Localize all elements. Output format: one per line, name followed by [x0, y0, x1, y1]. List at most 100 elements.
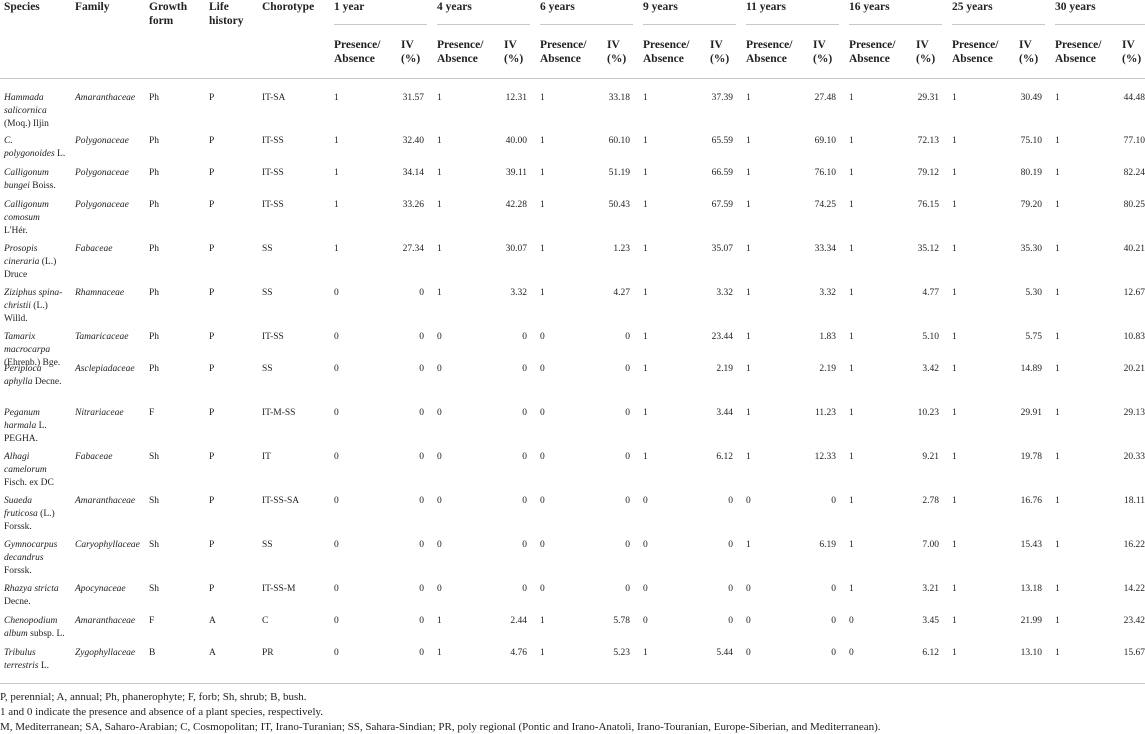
cell-iv: 0: [625, 408, 630, 418]
cell-presence: 1: [1055, 584, 1060, 594]
header-iv-percent: IV (%): [916, 39, 936, 65]
cell-iv: 14.22: [1123, 584, 1145, 594]
cell-growth-form: Ph: [149, 364, 160, 374]
header-period: 30 years: [1055, 1, 1096, 13]
cell-presence: 1: [643, 648, 648, 658]
cell-iv: 3.42: [922, 364, 939, 374]
cell-iv: 0: [625, 584, 630, 594]
cell-iv: 5.10: [922, 332, 939, 342]
cell-iv: 0: [522, 332, 527, 342]
cell-iv: 19.78: [1020, 452, 1042, 462]
cell-iv: 33.34: [814, 244, 836, 254]
cell-iv: 80.25: [1123, 200, 1145, 210]
cell-iv: 77.10: [1123, 136, 1145, 146]
cell-iv: 39.11: [505, 168, 527, 178]
cell-growth-form: Ph: [149, 332, 160, 342]
cell-iv: 37.39: [711, 93, 733, 103]
table-row: Periploca aphylla Decne. Asclepiadaceae Ph P…: [0, 363, 1145, 395]
cell-presence: 1: [1055, 540, 1060, 550]
cell-iv: 51.19: [608, 168, 630, 178]
cell-presence: 1: [1055, 200, 1060, 210]
cell-growth-form: Sh: [149, 496, 160, 506]
cell-presence: 1: [643, 200, 648, 210]
cell-life-history: P: [209, 452, 215, 462]
header-group-rule: [746, 24, 839, 25]
cell-presence: 0: [540, 408, 545, 418]
header-life-history: Life history: [209, 1, 244, 27]
header-iv-percent: IV (%): [813, 39, 833, 65]
cell-iv: 65.59: [711, 136, 733, 146]
cell-presence: 0: [334, 332, 339, 342]
cell-iv: 20.33: [1123, 452, 1145, 462]
cell-species: Tribulus terrestris L.: [4, 648, 50, 671]
cell-presence: 1: [437, 93, 442, 103]
table-row: Tamarix macrocarpa (Ehrenb.) Bge. Tamaricac…: [0, 331, 1145, 368]
cell-life-history: P: [209, 200, 215, 210]
cell-family: Fabaceae: [75, 244, 113, 254]
cell-iv: 1.83: [819, 332, 836, 342]
cell-presence: 1: [952, 288, 957, 298]
cell-presence: 1: [849, 496, 854, 506]
cell-family: Apocynaceae: [75, 584, 126, 594]
cell-presence: 1: [334, 244, 339, 254]
cell-life-history: P: [209, 288, 215, 298]
cell-presence: 1: [1055, 496, 1060, 506]
cell-family: Amaranthaceae: [75, 93, 136, 103]
cell-species: Calligonum bungei Boiss.: [4, 168, 56, 191]
cell-iv: 0: [419, 408, 424, 418]
cell-family: Nitrariaceae: [75, 408, 124, 418]
footnote-abbreviations: P, perennial; A, annual; Ph, phanerophyt…: [0, 691, 307, 703]
cell-iv: 10.83: [1123, 332, 1145, 342]
cell-presence: 1: [1055, 408, 1060, 418]
cell-presence: 1: [746, 244, 751, 254]
cell-iv: 35.12: [917, 244, 939, 254]
cell-iv: 15.43: [1020, 540, 1042, 550]
cell-presence: 1: [849, 168, 854, 178]
cell-presence: 1: [952, 93, 957, 103]
cell-growth-form: Ph: [149, 136, 160, 146]
cell-iv: 30.07: [505, 244, 527, 254]
cell-iv: 0: [728, 584, 733, 594]
cell-presence: 1: [746, 364, 751, 374]
cell-iv: 0: [625, 540, 630, 550]
cell-iv: 0: [625, 332, 630, 342]
cell-presence: 1: [1055, 332, 1060, 342]
table-row: Prosopis cineraria (L.) Druce Fabaceae Ph P SS…: [0, 243, 1145, 280]
cell-iv: 30.49: [1020, 93, 1042, 103]
cell-presence: 1: [540, 93, 545, 103]
cell-chorotype: IT: [262, 452, 271, 462]
cell-family: Tamaricaceae: [75, 332, 129, 342]
cell-presence: 1: [849, 408, 854, 418]
cell-iv: 27.48: [814, 93, 836, 103]
cell-presence: 1: [1055, 616, 1060, 626]
cell-iv: 0: [728, 540, 733, 550]
cell-iv: 6.12: [922, 648, 939, 658]
cell-iv: 60.10: [608, 136, 630, 146]
cell-iv: 3.32: [510, 288, 527, 298]
cell-presence: 1: [1055, 364, 1060, 374]
cell-presence: 1: [643, 244, 648, 254]
cell-life-history: P: [209, 93, 215, 103]
cell-presence: 0: [437, 364, 442, 374]
cell-family: Caryophyllaceae: [75, 540, 140, 550]
cell-presence: 1: [643, 452, 648, 462]
header-group-rule: [849, 24, 942, 25]
cell-presence: 1: [952, 408, 957, 418]
cell-life-history: A: [209, 616, 216, 626]
cell-iv: 29.91: [1020, 408, 1042, 418]
cell-iv: 15.67: [1123, 648, 1145, 658]
cell-iv: 16.76: [1020, 496, 1042, 506]
cell-presence: 1: [849, 364, 854, 374]
cell-iv: 0: [419, 288, 424, 298]
cell-presence: 0: [643, 540, 648, 550]
cell-iv: 23.42: [1123, 616, 1145, 626]
cell-iv: 14.89: [1020, 364, 1042, 374]
cell-iv: 0: [522, 540, 527, 550]
cell-presence: 1: [952, 244, 957, 254]
cell-life-history: P: [209, 168, 215, 178]
cell-species: Prosopis cineraria (L.) Druce: [4, 244, 57, 280]
cell-presence: 1: [849, 244, 854, 254]
cell-iv: 27.34: [402, 244, 424, 254]
cell-iv: 4.76: [510, 648, 527, 658]
cell-presence: 0: [334, 408, 339, 418]
